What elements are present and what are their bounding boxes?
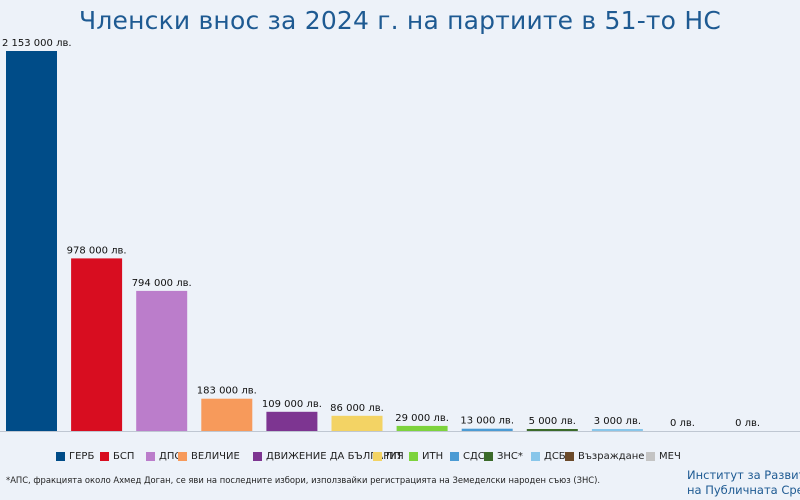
bar-value-label-12: 0 лв. — [735, 418, 760, 429]
legend-swatch — [531, 451, 540, 461]
legend-label: МЕЧ — [659, 450, 681, 462]
legend-item-10: ДСБ — [531, 449, 566, 463]
legend-item-8: СДС — [450, 449, 485, 463]
bar-value-label-6: 86 000 лв. — [330, 403, 384, 414]
chart-legend: ГЕРБ БСП ДПС ВЕЛИЧИЕ ДВИЖЕНИЕ ДА БЪЛГАРИЯ ПП И… — [56, 449, 800, 465]
bar-value-label-7: 29 000 лв. — [395, 413, 449, 424]
legend-label: ПП — [386, 450, 402, 462]
bar-8 — [461, 428, 513, 431]
legend-label: ДПС — [159, 450, 182, 462]
legend-swatch — [146, 451, 155, 461]
organization-logo-text: Институт за Развитие на Публичната Среда — [687, 468, 800, 498]
legend-swatch — [178, 451, 187, 461]
chart-title: Членски внос за 2024 г. на партиите в 51… — [79, 6, 721, 35]
footnote: *АПС, фракцията около Ахмед Доган, се яв… — [6, 475, 601, 485]
organization-line-2: на Публичната Среда — [687, 483, 800, 497]
bar-value-label-5: 109 000 лв. — [262, 399, 322, 410]
legend-item-4: ВЕЛИЧИЕ — [178, 449, 240, 463]
legend-swatch — [373, 451, 382, 461]
legend-label: ГЕРБ — [69, 450, 95, 462]
legend-item-12: МЕЧ — [646, 449, 681, 463]
legend-label: ВЕЛИЧИЕ — [191, 450, 240, 462]
legend-swatch — [56, 451, 65, 461]
bar-value-label-2: 978 000 лв. — [67, 245, 127, 256]
legend-swatch — [484, 451, 493, 461]
legend-item-5: ДВИЖЕНИЕ ДА БЪЛГАРИЯ — [253, 449, 404, 463]
legend-swatch — [253, 451, 262, 461]
bar-value-label-1: 2 153 000 лв. — [2, 38, 72, 49]
bar-value-label-3: 794 000 лв. — [132, 278, 192, 289]
legend-item-2: БСП — [100, 449, 134, 463]
bar-9 — [526, 429, 578, 431]
legend-label: БСП — [113, 450, 135, 462]
legend-label: СДС — [463, 450, 485, 462]
legend-label: ЗНС* — [497, 450, 523, 462]
legend-item-3: ДПС — [146, 449, 181, 463]
bar-7 — [396, 425, 448, 431]
bar-3 — [136, 290, 188, 431]
bar-chart: 2 153 000 лв. 978 000 лв. 794 000 лв. 183 0… — [0, 38, 800, 432]
bar-10 — [591, 429, 643, 431]
legend-label: ИТН — [422, 450, 444, 462]
legend-item-9: ЗНС* — [484, 449, 523, 463]
bar-value-label-10: 3 000 лв. — [594, 416, 641, 427]
bar-6 — [331, 415, 383, 431]
organization-line-1: Институт за Развитие — [687, 468, 800, 482]
bar-4 — [201, 398, 253, 431]
bar-value-label-11: 0 лв. — [670, 418, 695, 429]
bar-value-label-9: 5 000 лв. — [529, 416, 576, 427]
legend-item-7: ИТН — [409, 449, 443, 463]
legend-swatch — [409, 451, 418, 461]
legend-item-1: ГЕРБ — [56, 449, 94, 463]
bar-2 — [71, 258, 123, 431]
bar-5 — [266, 411, 318, 431]
legend-item-6: ПП — [373, 449, 401, 463]
legend-item-11: Възраждане — [565, 449, 644, 463]
legend-label: Възраждане — [578, 450, 645, 462]
bar-value-label-4: 183 000 лв. — [197, 386, 257, 397]
legend-swatch — [450, 451, 459, 461]
bar-1 — [6, 51, 57, 431]
legend-swatch — [646, 451, 655, 461]
legend-swatch — [565, 451, 574, 461]
legend-label: ДВИЖЕНИЕ ДА БЪЛГАРИЯ — [266, 450, 404, 462]
legend-swatch — [100, 451, 109, 461]
bar-value-label-8: 13 000 лв. — [460, 416, 514, 427]
legend-label: ДСБ — [544, 450, 566, 462]
